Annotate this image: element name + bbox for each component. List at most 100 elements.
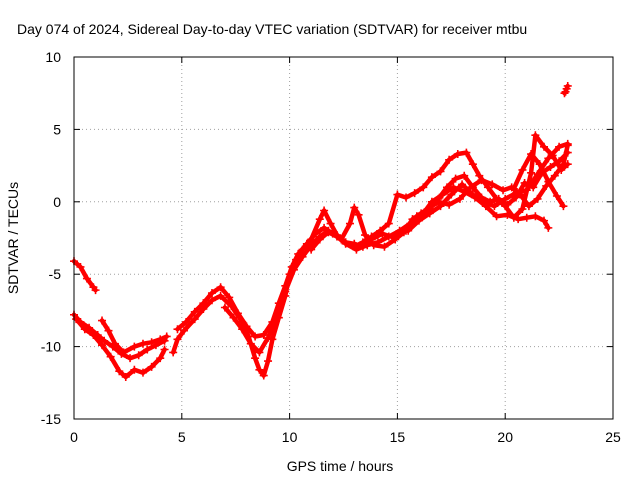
data-point: [216, 283, 225, 292]
data-point: [533, 194, 542, 203]
data-point: [324, 228, 333, 237]
data-point: [393, 190, 402, 199]
series-4: [169, 148, 572, 380]
data-point: [563, 81, 572, 90]
data-layer: [70, 81, 572, 382]
data-point: [264, 357, 273, 366]
data-point: [391, 235, 400, 244]
data-point: [156, 354, 165, 363]
data-point: [207, 289, 216, 298]
data-point: [499, 186, 508, 195]
data-point: [404, 226, 413, 235]
data-point: [468, 190, 477, 199]
axis-ticks: 0 5 10 15 20 25 -15 -10 -5 0 5 10: [41, 49, 621, 445]
y-tick-label: -10: [41, 339, 61, 355]
data-point: [367, 232, 376, 241]
y-tick-label: 5: [53, 121, 61, 137]
data-point: [527, 168, 536, 177]
series-2: [72, 315, 169, 382]
data-point: [115, 367, 124, 376]
data-point: [251, 354, 260, 363]
series-7: [307, 131, 572, 254]
series-1: [70, 310, 169, 363]
data-point: [119, 348, 128, 357]
data-point: [373, 238, 382, 247]
x-tick-label: 5: [178, 429, 186, 445]
data-point: [89, 331, 98, 340]
plot-frame: [73, 56, 614, 420]
data-point: [251, 332, 260, 341]
data-point: [242, 322, 251, 331]
data-point: [156, 335, 165, 344]
data-point: [544, 177, 553, 186]
data-point: [436, 202, 445, 211]
data-point: [483, 183, 492, 192]
data-point: [552, 192, 561, 201]
x-axis-label: GPS time / hours: [287, 458, 394, 474]
data-point: [527, 150, 536, 159]
data-point: [147, 362, 156, 371]
data-point: [130, 342, 139, 351]
data-point: [126, 354, 135, 363]
data-point: [488, 180, 497, 189]
data-point: [518, 165, 527, 174]
data-point: [501, 202, 510, 211]
data-point: [544, 223, 553, 232]
data-point: [82, 274, 91, 283]
data-point: [80, 325, 89, 334]
data-point: [162, 332, 171, 341]
data-point: [354, 210, 363, 219]
y-tick-label: -15: [41, 411, 61, 427]
data-point: [173, 335, 182, 344]
data-point: [333, 232, 342, 241]
data-point: [190, 315, 199, 324]
data-point: [72, 315, 81, 324]
data-point: [475, 171, 484, 180]
y-axis-label: SDTVAR / TECUs: [5, 182, 21, 294]
data-point: [315, 215, 324, 224]
x-tick-label: 10: [282, 429, 298, 445]
data-point: [560, 89, 569, 98]
data-point: [531, 212, 540, 221]
data-point: [121, 373, 130, 382]
data-point: [294, 249, 303, 258]
x-tick-label: 25: [605, 429, 621, 445]
data-point: [563, 160, 572, 169]
data-point: [531, 131, 540, 140]
data-point: [509, 213, 518, 222]
series-6: [220, 183, 553, 357]
data-point: [557, 165, 566, 174]
data-point: [427, 173, 436, 182]
data-point: [320, 206, 329, 215]
data-point: [104, 326, 113, 335]
x-tick-label: 20: [497, 429, 513, 445]
data-point: [320, 223, 329, 232]
data-point: [522, 186, 531, 195]
data-point: [190, 307, 199, 316]
data-point: [419, 183, 428, 192]
data-point: [169, 348, 178, 357]
data-point: [233, 309, 242, 318]
data-point: [458, 180, 467, 189]
data-point: [376, 226, 385, 235]
data-point: [134, 351, 143, 360]
data-point: [509, 184, 518, 193]
series-line: [73, 316, 167, 380]
data-point: [462, 148, 471, 157]
data-point: [550, 171, 559, 180]
series-line: [308, 132, 570, 252]
data-point: [341, 238, 350, 247]
data-point: [199, 299, 208, 308]
data-point: [281, 287, 290, 296]
data-point: [479, 197, 488, 206]
data-point: [490, 202, 499, 211]
y-tick-label: -5: [49, 266, 62, 282]
data-point: [468, 160, 477, 169]
data-point: [445, 200, 454, 209]
data-point: [238, 325, 247, 334]
data-point: [91, 286, 100, 295]
data-point: [259, 371, 268, 380]
data-point: [511, 189, 520, 198]
data-point: [559, 202, 568, 211]
